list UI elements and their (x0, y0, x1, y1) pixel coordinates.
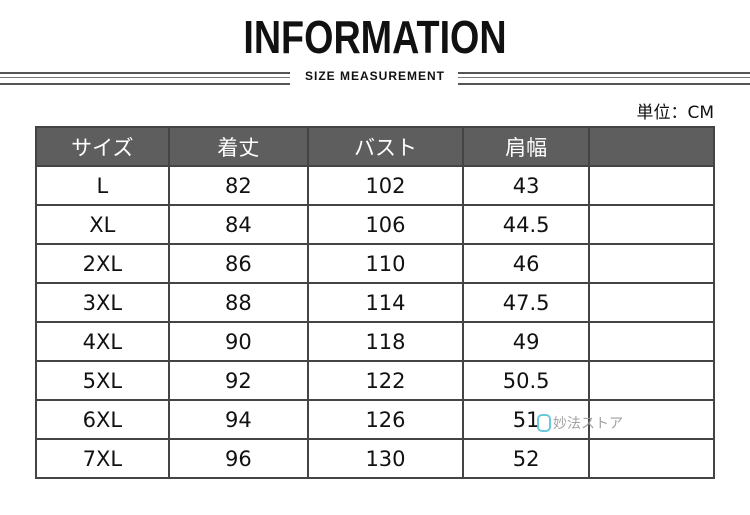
table-cell: 110 (307, 243, 464, 284)
table-header-row: サイズ 着丈 バスト 肩幅 (35, 126, 715, 167)
table-row: XL 84 106 44.5 (35, 204, 715, 245)
table-cell: XL (35, 204, 170, 245)
table-cell (588, 282, 715, 323)
size-table: サイズ 着丈 バスト 肩幅 L 82 102 43 XL 84 106 44.5 2XL 86 110 46… (35, 126, 715, 479)
table-cell: 88 (167, 282, 310, 323)
table-cell: 96 (167, 438, 310, 479)
table-cell: 52 (461, 438, 591, 479)
table-cell: 86 (167, 243, 310, 284)
unit-label: 単位：CM (636, 103, 714, 123)
table-cell: 50.5 (461, 360, 591, 401)
table-cell: 51 (461, 399, 591, 440)
table-cell: 106 (307, 204, 464, 245)
page-title: INFORMATION (243, 11, 507, 63)
column-header: サイズ (35, 126, 170, 167)
table-cell: 94 (167, 399, 310, 440)
table-cell: 102 (307, 165, 464, 206)
table-row: 6XL 94 126 51 (35, 399, 715, 440)
watermark: 妙法ストア (537, 413, 623, 433)
table-cell: 3XL (35, 282, 170, 323)
table-cell: 4XL (35, 321, 170, 362)
store-logo-icon (537, 414, 551, 432)
table-cell: 126 (307, 399, 464, 440)
table-cell: 43 (461, 165, 591, 206)
table-cell: 82 (167, 165, 310, 206)
table-cell: 122 (307, 360, 464, 401)
table-cell (588, 165, 715, 206)
column-header (588, 126, 715, 167)
table-cell (588, 438, 715, 479)
table-cell: 84 (167, 204, 310, 245)
table-cell: 5XL (35, 360, 170, 401)
subtitle: SIZE MEASUREMENT (304, 69, 445, 83)
subtitle-band: SIZE MEASUREMENT (0, 68, 750, 88)
table-cell (588, 399, 715, 440)
table-cell: 90 (167, 321, 310, 362)
table-row: L 82 102 43 (35, 165, 715, 206)
watermark-text: 妙法ストア (553, 416, 623, 432)
table-row: 5XL 92 122 50.5 (35, 360, 715, 401)
table-cell (588, 321, 715, 362)
table-cell: 47.5 (461, 282, 591, 323)
table-cell: 6XL (35, 399, 170, 440)
column-header: 着丈 (167, 126, 310, 167)
table-row: 7XL 96 130 52 (35, 438, 715, 479)
table-cell: 44.5 (461, 204, 591, 245)
table-cell: 114 (307, 282, 464, 323)
table-cell: 7XL (35, 438, 170, 479)
divider-left (0, 72, 290, 85)
divider-right (458, 72, 750, 85)
table-cell: L (35, 165, 170, 206)
table-cell: 92 (167, 360, 310, 401)
table-row: 4XL 90 118 49 (35, 321, 715, 362)
table-cell: 2XL (35, 243, 170, 284)
table-cell: 49 (461, 321, 591, 362)
table-cell: 118 (307, 321, 464, 362)
table-row: 2XL 86 110 46 (35, 243, 715, 284)
column-header: バスト (307, 126, 464, 167)
table-cell: 46 (461, 243, 591, 284)
table-cell: 130 (307, 438, 464, 479)
column-header: 肩幅 (461, 126, 591, 167)
table-cell (588, 243, 715, 284)
table-row: 3XL 88 114 47.5 (35, 282, 715, 323)
table-cell (588, 360, 715, 401)
table-cell (588, 204, 715, 245)
